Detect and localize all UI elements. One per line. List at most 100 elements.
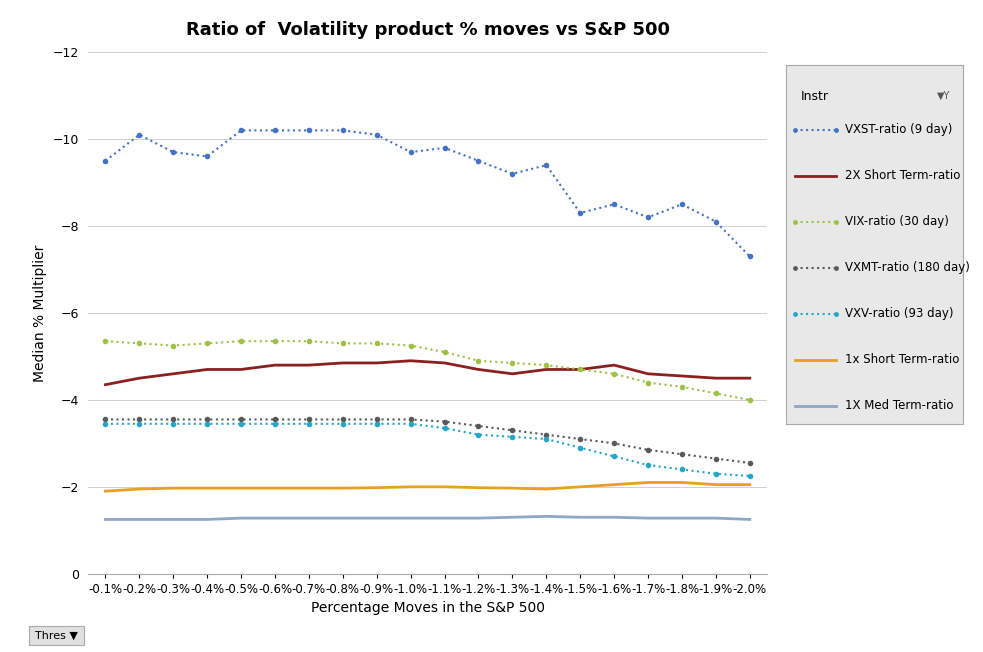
VXST-ratio (9 day)	[134, 131, 145, 139]
VXST-ratio (9 day)	[438, 144, 450, 152]
1X Med Term-ratio	[134, 516, 145, 524]
1X Med Term-ratio	[506, 513, 518, 521]
VXST-ratio (9 day)	[710, 218, 722, 226]
1X Med Term-ratio	[405, 514, 417, 522]
1x Short Term-ratio	[371, 484, 382, 492]
1x Short Term-ratio	[438, 483, 450, 491]
VXV-ratio (93 day)	[608, 452, 620, 460]
VXMT-ratio (180 day)	[438, 418, 450, 426]
VXST-ratio (9 day)	[202, 153, 213, 160]
1x Short Term-ratio	[676, 479, 688, 486]
VXST-ratio (9 day)	[99, 157, 111, 165]
Y-axis label: Median % Multiplier: Median % Multiplier	[32, 244, 47, 381]
VXST-ratio (9 day)	[167, 148, 179, 156]
VXST-ratio (9 day)	[337, 126, 349, 134]
VIX-ratio (30 day)	[541, 361, 552, 369]
1X Med Term-ratio	[202, 516, 213, 524]
VXMT-ratio (180 day)	[303, 415, 315, 423]
VXMT-ratio (180 day)	[676, 451, 688, 458]
2X Short Term-ratio	[541, 366, 552, 374]
VXV-ratio (93 day)	[676, 466, 688, 473]
Text: VXST-ratio (9 day): VXST-ratio (9 day)	[844, 123, 953, 136]
VXST-ratio (9 day)	[608, 200, 620, 208]
1x Short Term-ratio	[608, 481, 620, 488]
1X Med Term-ratio	[541, 512, 552, 520]
2X Short Term-ratio	[608, 361, 620, 369]
1X Med Term-ratio	[303, 514, 315, 522]
2X Short Term-ratio	[134, 374, 145, 382]
1x Short Term-ratio	[710, 481, 722, 488]
2X Short Term-ratio	[371, 359, 382, 367]
VXMT-ratio (180 day)	[337, 415, 349, 423]
VXMT-ratio (180 day)	[235, 415, 247, 423]
Line: VXV-ratio (93 day): VXV-ratio (93 day)	[102, 421, 753, 479]
VXST-ratio (9 day)	[506, 170, 518, 178]
Line: VIX-ratio (30 day): VIX-ratio (30 day)	[102, 338, 753, 403]
1x Short Term-ratio	[167, 484, 179, 492]
VXMT-ratio (180 day)	[473, 422, 485, 430]
VXV-ratio (93 day)	[269, 420, 281, 428]
1X Med Term-ratio	[473, 514, 485, 522]
1X Med Term-ratio	[269, 514, 281, 522]
1X Med Term-ratio	[574, 513, 586, 521]
X-axis label: Percentage Moves in the S&P 500: Percentage Moves in the S&P 500	[311, 601, 545, 615]
VXST-ratio (9 day)	[371, 131, 382, 139]
2X Short Term-ratio	[676, 372, 688, 380]
VXMT-ratio (180 day)	[134, 415, 145, 423]
VXV-ratio (93 day)	[744, 472, 756, 480]
VIX-ratio (30 day)	[473, 357, 485, 364]
VXST-ratio (9 day)	[642, 213, 654, 221]
VIX-ratio (30 day)	[506, 359, 518, 367]
2X Short Term-ratio	[303, 361, 315, 369]
Line: 1x Short Term-ratio: 1x Short Term-ratio	[105, 482, 750, 491]
Text: 1X Med Term-ratio: 1X Med Term-ratio	[844, 400, 954, 412]
VXMT-ratio (180 day)	[99, 415, 111, 423]
VIX-ratio (30 day)	[405, 342, 417, 349]
1X Med Term-ratio	[744, 516, 756, 524]
1X Med Term-ratio	[167, 516, 179, 524]
VXST-ratio (9 day)	[744, 252, 756, 260]
VXMT-ratio (180 day)	[371, 415, 382, 423]
VIX-ratio (30 day)	[710, 389, 722, 397]
VIX-ratio (30 day)	[744, 396, 756, 404]
Text: 2X Short Term-ratio: 2X Short Term-ratio	[844, 170, 960, 183]
2X Short Term-ratio	[337, 359, 349, 367]
VXST-ratio (9 day)	[303, 126, 315, 134]
1x Short Term-ratio	[744, 481, 756, 488]
Line: VXMT-ratio (180 day): VXMT-ratio (180 day)	[102, 417, 753, 466]
VXST-ratio (9 day)	[574, 209, 586, 217]
Text: ▼Y: ▼Y	[937, 90, 951, 100]
2X Short Term-ratio	[710, 374, 722, 382]
VXST-ratio (9 day)	[676, 200, 688, 208]
1x Short Term-ratio	[337, 484, 349, 492]
1X Med Term-ratio	[99, 516, 111, 524]
2X Short Term-ratio	[438, 359, 450, 367]
1x Short Term-ratio	[642, 479, 654, 486]
1x Short Term-ratio	[506, 484, 518, 492]
VXV-ratio (93 day)	[235, 420, 247, 428]
VXMT-ratio (180 day)	[202, 415, 213, 423]
VXMT-ratio (180 day)	[710, 454, 722, 462]
VIX-ratio (30 day)	[134, 340, 145, 348]
1X Med Term-ratio	[235, 514, 247, 522]
Line: VXST-ratio (9 day): VXST-ratio (9 day)	[102, 128, 753, 259]
2X Short Term-ratio	[235, 366, 247, 374]
1x Short Term-ratio	[99, 487, 111, 495]
VXMT-ratio (180 day)	[506, 426, 518, 434]
1X Med Term-ratio	[438, 514, 450, 522]
1X Med Term-ratio	[371, 514, 382, 522]
VXV-ratio (93 day)	[371, 420, 382, 428]
2X Short Term-ratio	[167, 370, 179, 378]
Line: 2X Short Term-ratio: 2X Short Term-ratio	[105, 361, 750, 385]
2X Short Term-ratio	[744, 374, 756, 382]
VXST-ratio (9 day)	[269, 126, 281, 134]
VXST-ratio (9 day)	[235, 126, 247, 134]
VIX-ratio (30 day)	[438, 348, 450, 356]
VXV-ratio (93 day)	[710, 470, 722, 478]
1x Short Term-ratio	[269, 484, 281, 492]
VXMT-ratio (180 day)	[541, 431, 552, 439]
VXV-ratio (93 day)	[506, 433, 518, 441]
1x Short Term-ratio	[202, 484, 213, 492]
VXV-ratio (93 day)	[134, 420, 145, 428]
2X Short Term-ratio	[202, 366, 213, 374]
